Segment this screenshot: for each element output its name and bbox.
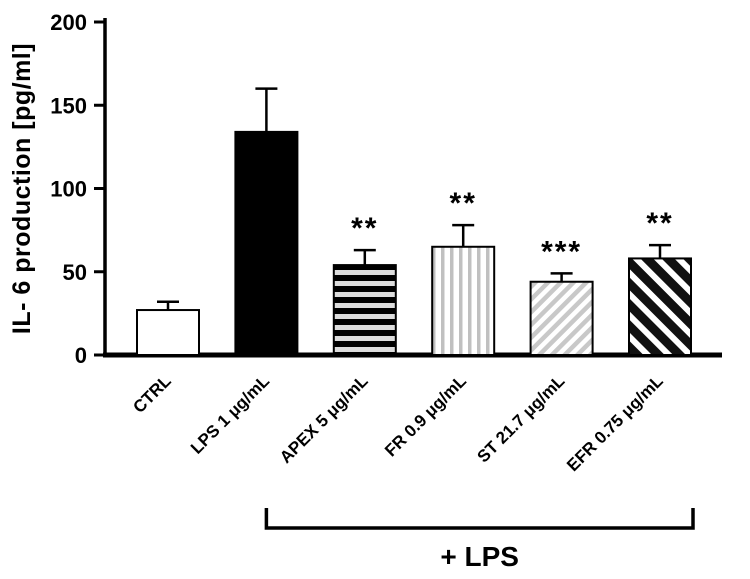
significance-label: ** xyxy=(450,187,477,220)
x-tick-label: LPS 1 μg/mL xyxy=(187,371,273,457)
y-tick-label: 100 xyxy=(50,177,87,202)
x-tick-label: APEX 5 μg/mL xyxy=(276,371,372,467)
y-axis-label: IL- 6 production [pg/ml] xyxy=(8,43,36,334)
plot-layer: 0 50 100 150 200 IL- 6 production [pg/ml] CTRL… xyxy=(8,10,722,572)
bar-4 xyxy=(529,280,594,356)
group-annotation-label: + LPS xyxy=(440,541,519,572)
y-tick-label: 150 xyxy=(50,93,87,118)
y-tick-label: 0 xyxy=(75,343,87,368)
y-tick-label: 200 xyxy=(50,10,87,35)
group-bracket xyxy=(264,508,695,530)
x-tick-label: FR 0.9 μg/mL xyxy=(381,371,470,460)
bar-0 xyxy=(136,309,200,357)
bar-5 xyxy=(628,257,692,356)
x-tick-label: EFR 0.75 μg/mL xyxy=(563,371,667,475)
significance-label: ** xyxy=(646,207,673,240)
x-tick-label: ST 21.7 μg/mL xyxy=(473,371,568,466)
significance-label: *** xyxy=(541,235,582,268)
significance-label: ** xyxy=(351,212,378,245)
bar-1 xyxy=(234,130,299,356)
x-tick-label: CTRL xyxy=(129,371,174,416)
bar-3 xyxy=(431,245,496,356)
y-tick-label: 50 xyxy=(63,260,87,285)
bar-2 xyxy=(332,264,397,356)
